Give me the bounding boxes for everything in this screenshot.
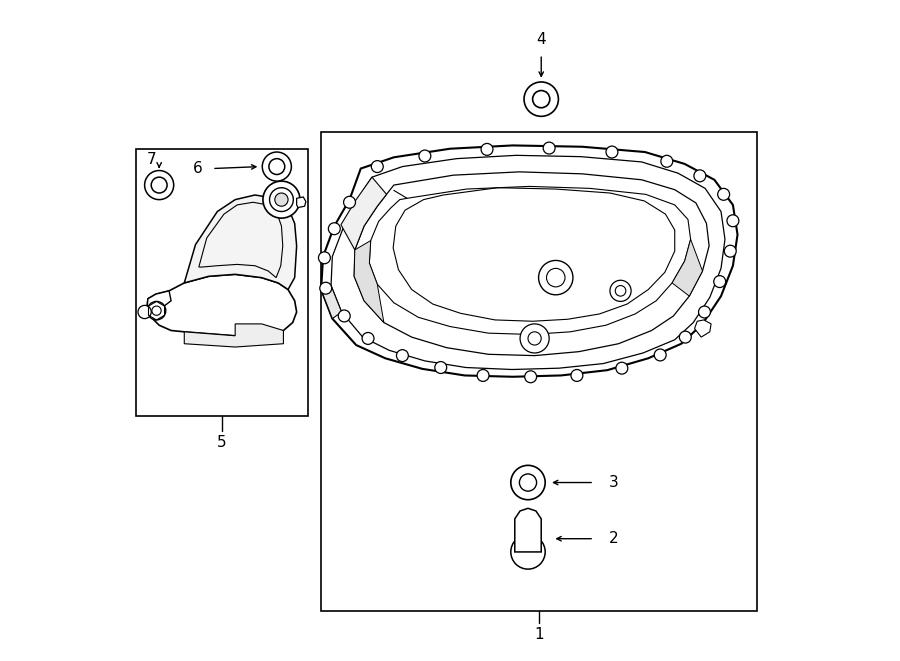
- Polygon shape: [695, 320, 711, 337]
- Polygon shape: [184, 195, 297, 290]
- Circle shape: [418, 150, 431, 162]
- Circle shape: [525, 371, 536, 383]
- Text: 3: 3: [608, 475, 618, 490]
- Circle shape: [482, 143, 493, 155]
- Circle shape: [511, 535, 545, 569]
- Circle shape: [435, 362, 446, 373]
- Circle shape: [661, 155, 673, 167]
- Text: 6: 6: [193, 161, 202, 176]
- Polygon shape: [321, 286, 342, 319]
- Circle shape: [344, 196, 356, 208]
- Circle shape: [320, 282, 332, 294]
- Circle shape: [616, 362, 628, 374]
- Circle shape: [397, 350, 409, 362]
- Circle shape: [714, 276, 725, 288]
- Circle shape: [145, 171, 174, 200]
- Circle shape: [606, 146, 618, 158]
- Circle shape: [694, 170, 706, 182]
- Text: 4: 4: [536, 32, 546, 47]
- Circle shape: [328, 223, 340, 235]
- Polygon shape: [321, 145, 737, 377]
- Circle shape: [263, 181, 300, 218]
- Circle shape: [338, 310, 350, 322]
- Circle shape: [519, 474, 536, 491]
- Bar: [136, 149, 308, 416]
- Circle shape: [616, 286, 625, 296]
- Circle shape: [319, 252, 330, 264]
- Circle shape: [727, 215, 739, 227]
- Circle shape: [538, 260, 573, 295]
- Polygon shape: [148, 274, 297, 336]
- Polygon shape: [369, 186, 690, 334]
- Circle shape: [546, 268, 565, 287]
- Circle shape: [698, 306, 710, 318]
- Polygon shape: [355, 172, 709, 356]
- Polygon shape: [184, 324, 284, 347]
- Circle shape: [262, 152, 292, 181]
- Circle shape: [524, 82, 558, 116]
- Polygon shape: [515, 508, 541, 552]
- Text: 1: 1: [535, 627, 544, 642]
- Circle shape: [269, 159, 284, 175]
- Polygon shape: [148, 291, 171, 309]
- Circle shape: [724, 245, 736, 257]
- Circle shape: [610, 280, 631, 301]
- Polygon shape: [341, 177, 386, 250]
- Circle shape: [528, 332, 541, 345]
- Circle shape: [477, 369, 489, 381]
- Polygon shape: [672, 239, 703, 296]
- Circle shape: [274, 193, 288, 206]
- Circle shape: [520, 324, 549, 353]
- Circle shape: [269, 188, 293, 212]
- Circle shape: [571, 369, 583, 381]
- Circle shape: [533, 91, 550, 108]
- Circle shape: [511, 465, 545, 500]
- Circle shape: [654, 349, 666, 361]
- Text: 5: 5: [217, 436, 227, 450]
- Circle shape: [680, 331, 691, 343]
- Polygon shape: [297, 197, 306, 208]
- Circle shape: [717, 188, 730, 200]
- Circle shape: [544, 142, 555, 154]
- Circle shape: [148, 301, 166, 320]
- Circle shape: [138, 305, 151, 319]
- Circle shape: [362, 332, 374, 344]
- Circle shape: [151, 177, 167, 193]
- Text: 2: 2: [608, 531, 618, 546]
- Circle shape: [372, 161, 383, 173]
- Circle shape: [152, 306, 161, 315]
- Polygon shape: [355, 241, 384, 323]
- Text: 7: 7: [147, 153, 156, 167]
- Bar: [321, 132, 758, 611]
